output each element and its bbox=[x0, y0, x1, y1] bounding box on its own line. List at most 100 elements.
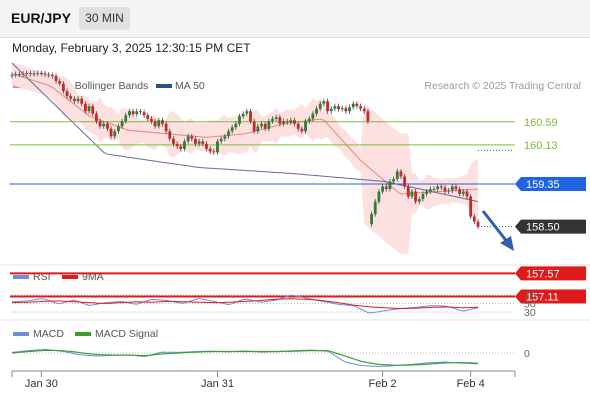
x-tick-label: Jan 30 bbox=[25, 378, 58, 390]
candle-body bbox=[311, 113, 315, 119]
bollinger-band-area bbox=[12, 62, 478, 255]
candle-body bbox=[227, 131, 230, 137]
candle-body bbox=[304, 121, 307, 132]
candle-body bbox=[428, 189, 432, 192]
candle-body bbox=[450, 186, 454, 191]
candle-body bbox=[439, 186, 443, 188]
candle-body bbox=[54, 76, 58, 82]
candle-body bbox=[476, 221, 480, 227]
candle-body bbox=[355, 103, 359, 107]
candle-body bbox=[362, 108, 366, 112]
candle-body bbox=[80, 98, 84, 104]
macd-legend-label: MACD bbox=[33, 328, 64, 340]
x-tick-label: Feb 4 bbox=[457, 378, 485, 390]
candle-body bbox=[377, 191, 381, 202]
candle-body bbox=[150, 118, 153, 122]
candle-body bbox=[300, 128, 304, 132]
symbol-title[interactable]: EUR/JPY bbox=[11, 10, 71, 26]
candle-body bbox=[465, 191, 469, 197]
candle-body bbox=[384, 186, 388, 190]
candle-body bbox=[285, 121, 289, 123]
candle-body bbox=[252, 121, 256, 132]
candle-body bbox=[223, 136, 227, 139]
ma20-line bbox=[11, 73, 479, 195]
candle-body bbox=[36, 73, 40, 75]
candle-body bbox=[109, 128, 113, 137]
candle-body bbox=[366, 111, 370, 122]
candle-body bbox=[102, 123, 106, 127]
candle-body bbox=[241, 113, 245, 117]
rsi-ma-legend-swatch bbox=[62, 275, 78, 279]
candle-body bbox=[443, 187, 447, 192]
candle-body bbox=[106, 123, 109, 129]
candle-body bbox=[381, 186, 384, 192]
candle-body bbox=[161, 120, 164, 124]
candle-body bbox=[142, 112, 146, 116]
candle-body bbox=[370, 214, 373, 225]
candle-body bbox=[432, 189, 436, 191]
candle-body bbox=[94, 113, 98, 122]
rsi-line bbox=[11, 294, 479, 314]
candle-body bbox=[157, 120, 161, 127]
level-label-157.57: 157.57 bbox=[526, 268, 560, 280]
candle-body bbox=[10, 75, 14, 77]
candle-body bbox=[282, 121, 285, 124]
candle-body bbox=[326, 101, 329, 112]
candle-body bbox=[458, 189, 462, 195]
candle-body bbox=[83, 103, 87, 112]
candle-body bbox=[344, 108, 348, 112]
x-tick-label: Jan 31 bbox=[201, 378, 234, 390]
candle-body bbox=[208, 148, 212, 152]
candle-body bbox=[340, 108, 344, 110]
candle-body bbox=[113, 131, 117, 137]
candle-body bbox=[205, 143, 208, 149]
timeframe-button[interactable]: 30 MIN bbox=[79, 7, 130, 30]
candle-body bbox=[403, 176, 407, 187]
candle-body bbox=[461, 191, 465, 195]
rsi-level-label-70: 70 bbox=[524, 290, 536, 302]
candle-body bbox=[399, 171, 403, 177]
chart-datetime: Monday, February 3, 2025 12:30:15 PM CET bbox=[12, 41, 251, 55]
candle-body bbox=[139, 111, 142, 113]
candle-body bbox=[212, 151, 216, 153]
candle-body bbox=[472, 216, 476, 222]
candle-body bbox=[436, 186, 440, 190]
candle-body bbox=[351, 103, 355, 108]
candle-body bbox=[43, 73, 47, 75]
level-label-160.59: 160.59 bbox=[524, 117, 558, 129]
candle-body bbox=[179, 146, 183, 149]
macd-signal-legend-label: MACD Signal bbox=[95, 328, 159, 340]
last-price-label: 158.50 bbox=[526, 222, 560, 234]
candle-body bbox=[14, 74, 18, 76]
candle-body bbox=[153, 121, 157, 127]
candle-body bbox=[278, 117, 282, 124]
candle-body bbox=[197, 141, 201, 144]
candle-body bbox=[245, 111, 249, 114]
candle-body bbox=[98, 121, 102, 127]
candle-body bbox=[267, 121, 271, 129]
candle-body bbox=[146, 115, 150, 119]
candle-body bbox=[392, 178, 396, 182]
candle-body bbox=[348, 107, 351, 112]
forecast-arrow-head bbox=[500, 236, 514, 251]
level-label-159.35: 159.35 bbox=[526, 179, 560, 191]
candle-body bbox=[414, 191, 418, 202]
level-label-160.13: 160.13 bbox=[524, 140, 558, 152]
candle-body bbox=[289, 120, 293, 123]
candle-body bbox=[58, 81, 62, 84]
candle-body bbox=[337, 106, 340, 110]
candle-body bbox=[322, 101, 326, 104]
candle-body bbox=[135, 111, 139, 115]
candle-body bbox=[120, 121, 124, 127]
candle-body bbox=[454, 186, 458, 190]
candle-body bbox=[230, 127, 234, 132]
candle-body bbox=[128, 111, 131, 116]
candle-body bbox=[91, 106, 95, 114]
level-tag-157.11 bbox=[515, 289, 586, 304]
candle-body bbox=[32, 73, 36, 75]
candle-body bbox=[194, 138, 197, 144]
candle-body bbox=[28, 73, 32, 75]
rsi-level-label-50: 50 bbox=[524, 299, 536, 311]
ma50-legend-label: MA 50 bbox=[175, 80, 205, 92]
